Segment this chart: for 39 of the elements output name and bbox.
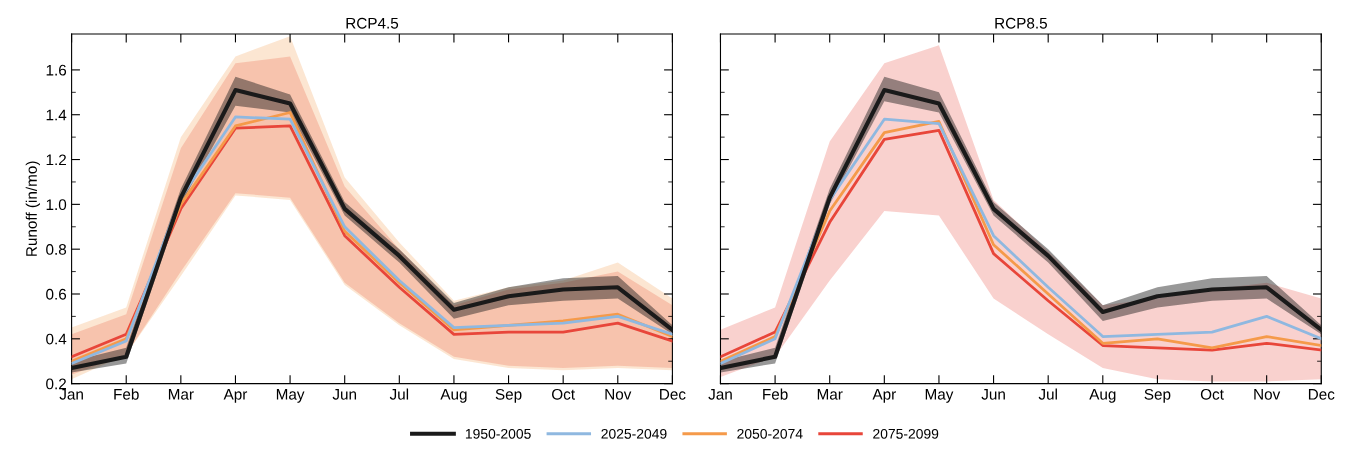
x-tick-label: Jun [332, 389, 357, 400]
x-tick-label: Feb [763, 388, 788, 400]
x-tick-label: Aug [1089, 389, 1116, 403]
x-tick-label: Jul [389, 388, 409, 400]
y-tick-label: 0.4 [46, 333, 67, 345]
y-tick-label: 1.6 [46, 64, 67, 76]
x-tick-label: Jan [708, 389, 732, 400]
x-tick-label: May [276, 389, 305, 403]
y-tick-label: 1.4 [46, 109, 67, 121]
x-tick-label: Nov [1254, 389, 1281, 400]
y-axis-title: Runoff (in/mo) [25, 161, 40, 256]
legend-label: 2050-2074 [737, 428, 803, 439]
x-tick-label: Jul [1038, 388, 1057, 400]
x-tick-label: Feb [114, 388, 139, 400]
x-tick-label: Oct [1200, 388, 1224, 400]
y-tick-label: 1.0 [46, 199, 67, 211]
x-tick-label: Apr [223, 389, 248, 403]
x-tick-label: May [925, 389, 954, 403]
x-tick-label: Jan [59, 389, 83, 400]
x-tick-label: Dec [660, 389, 686, 400]
x-tick-label: Aug [440, 389, 467, 403]
x-tick-label: Apr [872, 389, 896, 403]
x-tick-label: Mar [817, 389, 843, 400]
y-tick-label: 1.2 [46, 154, 66, 166]
y-tick-label: 0.8 [46, 244, 67, 255]
y-tick-label: 0.6 [46, 288, 67, 300]
x-tick-label: Dec [1308, 389, 1335, 400]
legend-label: 2075-2099 [873, 428, 939, 439]
x-tick-label: Sep [1144, 388, 1171, 403]
x-tick-label: Sep [495, 388, 522, 403]
legend-label: 2025-2049 [601, 428, 667, 439]
legend-label: 1950-2005 [465, 428, 531, 439]
x-tick-label: Mar [168, 389, 194, 400]
x-tick-label: Jun [981, 389, 1005, 400]
x-tick-label: Oct [552, 388, 575, 400]
x-tick-label: Nov [605, 389, 632, 400]
chart-title: RCP4.5 [346, 17, 399, 29]
y-tick-label: 0.2 [46, 378, 66, 390]
chart-title: RCP8.5 [995, 17, 1047, 29]
